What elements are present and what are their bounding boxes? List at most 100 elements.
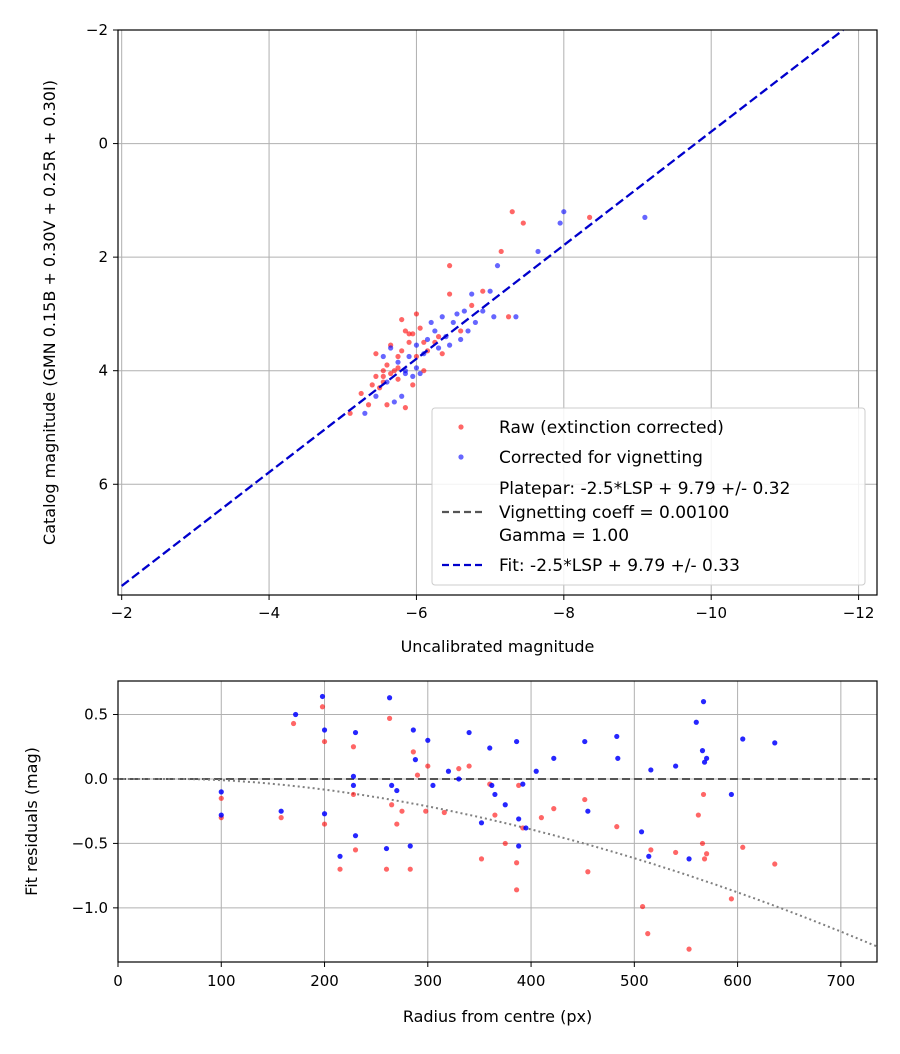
raw-point [395,376,401,382]
residual-corrected-point [321,811,328,817]
residual-raw-point [514,887,520,893]
residual-corrected-point [523,825,529,831]
bottom-axes-frame [117,680,878,963]
residual-raw-point [352,847,359,853]
legend-label-corrected: Corrected for vignetting [499,448,703,468]
residual-raw-point [425,763,431,769]
corrected-point [491,314,497,320]
corrected-point [461,308,467,314]
residual-raw-point [585,869,591,875]
residual-corrected-point [704,755,710,761]
residual-raw-point [645,931,651,937]
residual-corrected-point [412,757,419,763]
corrected-point [435,345,442,351]
residual-corrected-point [516,816,522,822]
raw-point [458,328,464,334]
residual-raw-point [389,802,395,808]
corrected-point [362,410,368,416]
bottom-x-tick-label: 500 [620,972,649,990]
vignetting-curve-path [118,778,877,948]
top-x-tick-label: −10 [695,604,727,622]
bottom-x-ticks: 0 100 200 300 400 500 600 700 [113,962,855,990]
residual-corrected-point [218,812,224,818]
raw-point [520,220,526,226]
residual-corrected-point [533,768,539,774]
residual-corrected-point [502,802,508,808]
residual-corrected-point [350,782,357,789]
raw-point [413,353,420,360]
residual-raw-point [516,782,522,789]
raw-point [509,209,515,215]
residual-raw-point [700,791,707,798]
fit-line [120,30,844,587]
corrected-point [513,314,519,320]
corrected-point [395,359,401,365]
residual-raw-point [772,861,778,867]
residual-corrected-point [516,843,522,849]
legend-label-fit: Fit: -2.5*LSP + 9.79 +/- 0.33 [499,556,740,576]
residual-corrected-point [394,787,400,794]
raw-point [391,368,397,374]
residual-corrected-point [551,755,557,761]
residual-corrected-point [487,745,493,751]
vignetting-curve [118,778,877,948]
bottom-x-tick-label: 200 [310,972,339,990]
residual-raw-point [728,896,734,902]
corrected-point [373,393,379,399]
residual-corrected-point [514,738,520,745]
residual-raw-point [319,704,326,710]
residual-raw-point [410,749,416,755]
raw-point [373,373,379,379]
bottom-plot: 0 100 200 300 400 500 600 700 0.5 0.0 −0.5 −1.0 Ra… [22,680,878,1026]
residual-raw-point [538,815,544,821]
residual-raw-point [740,844,746,850]
residual-raw-point [407,866,413,872]
residual-corrected-point [693,719,699,725]
corrected-point [642,214,648,220]
legend-marker-corrected [458,454,464,460]
corrected-point [424,336,431,343]
residual-raw-point [673,849,679,856]
raw-point [421,339,427,345]
residual-corrected-point [407,843,413,849]
legend-label-gamma: Gamma = 1.00 [499,526,629,546]
residual-corrected-point [410,727,416,733]
top-x-ticks: −2 −4 −6 −8 −10 −12 [111,595,875,622]
residual-raw-point [614,824,620,830]
corrected-point [402,370,408,377]
residual-corrected-point [700,699,707,705]
top-y-tick-label: 2 [98,248,108,266]
corrected-point [439,314,445,320]
corrected-point [561,209,567,215]
residual-raw-point [337,866,343,872]
bottom-x-tick-label: 100 [207,972,236,990]
raw-point [447,263,453,269]
raw-point [358,390,364,397]
legend-label-vignetting: Vignetting coeff = 0.00100 [499,503,729,523]
residual-corrected-point [614,733,620,740]
residual-corrected-point [352,833,359,839]
bottom-points [218,693,778,952]
corrected-point [391,399,397,405]
corrected-point [432,328,438,334]
top-x-tick-label: −12 [843,604,875,622]
top-y-axis-label: Catalog magnitude (GMN 0.15B + 0.30V + 0… [40,80,59,545]
residual-raw-point [492,812,498,818]
residual-corrected-point [319,693,326,700]
corrected-point [557,220,563,226]
residual-raw-point [350,744,357,750]
top-x-tick-label: −4 [258,604,280,622]
raw-point [469,302,475,309]
residual-raw-point [701,856,708,862]
residual-corrected-point [293,711,299,718]
raw-point [347,410,353,416]
residual-raw-point [502,840,508,847]
raw-point [365,402,372,408]
residual-raw-point [551,806,557,812]
residual-corrected-point [321,727,328,733]
bottom-y-axis-label: Fit residuals (mag) [22,747,41,896]
raw-point [498,248,504,255]
raw-point [388,370,394,377]
residual-corrected-point [740,736,746,742]
